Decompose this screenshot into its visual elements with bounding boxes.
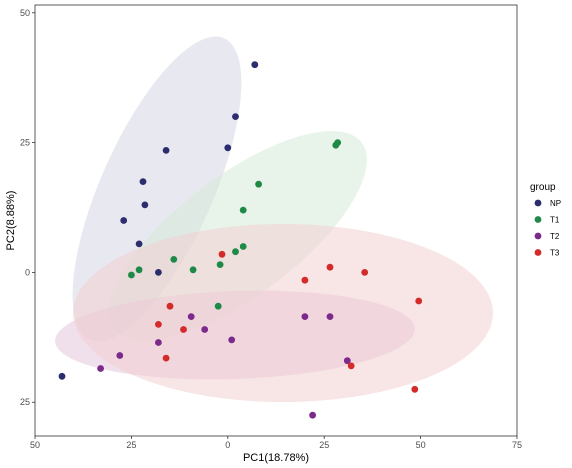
- point-t3-7: [155, 321, 162, 328]
- point-t2-7: [116, 352, 124, 359]
- y-axis: 25 0 25 50: [20, 8, 35, 407]
- point-t3-2: [326, 263, 334, 271]
- point-t1-10: [135, 266, 143, 274]
- point-t1-8: [189, 266, 197, 274]
- legend-key-t2: [534, 232, 542, 240]
- point-t3-5: [415, 297, 423, 305]
- x-tick-label: 25: [319, 440, 329, 450]
- point-t2-1: [301, 313, 309, 320]
- legend-label-t2: T2: [550, 232, 560, 241]
- y-tick-label: 0: [25, 267, 30, 277]
- legend-key-t3: [534, 249, 542, 256]
- point-t3-9: [162, 354, 170, 362]
- legend-title: group: [530, 182, 556, 193]
- legend-label-t3: T3: [550, 249, 560, 258]
- point-np-8: [135, 240, 143, 248]
- legend-label-t1: T1: [550, 216, 560, 225]
- point-np-3: [224, 144, 232, 152]
- point-t2-4: [201, 326, 209, 333]
- x-tick-label: 75: [512, 440, 522, 450]
- x-tick-label: 50: [30, 440, 40, 450]
- point-t3-8: [180, 326, 187, 333]
- point-t2-5: [228, 336, 236, 344]
- point-t1-4: [239, 206, 247, 214]
- point-t1-5: [239, 243, 247, 250]
- x-tick-label: 0: [225, 440, 230, 450]
- legend-items: NP T1 T2 T3: [534, 199, 561, 258]
- y-tick-label: 50: [20, 8, 30, 18]
- legend-key-t1: [534, 216, 542, 223]
- y-tick-label: 25: [20, 397, 30, 407]
- point-t1-9: [170, 256, 178, 263]
- x-tick-label: 25: [126, 440, 136, 450]
- point-np-10: [58, 372, 66, 380]
- point-np-2: [232, 113, 239, 120]
- point-t3-3: [361, 269, 369, 276]
- point-t3-4: [301, 276, 309, 284]
- point-t3-10: [347, 362, 355, 370]
- point-t3-6: [166, 302, 174, 310]
- panel-border: [34, 4, 518, 437]
- point-np-7: [120, 217, 128, 224]
- point-t2-3: [187, 313, 195, 320]
- point-t1-2: [332, 141, 340, 149]
- y-tick-label: 25: [20, 138, 30, 148]
- ellipse-t3: [73, 224, 493, 402]
- point-t1-12: [214, 302, 222, 310]
- point-t1-11: [127, 271, 135, 279]
- legend-key-np: [534, 199, 542, 207]
- point-t2-8: [97, 365, 104, 372]
- data-points: [58, 61, 423, 419]
- plot-panel: [34, 4, 518, 437]
- x-tick-label: 50: [416, 440, 426, 450]
- point-t3-1: [218, 250, 226, 258]
- point-t1-3: [255, 180, 262, 188]
- x-axis: 50 25 0 25 50 75: [30, 436, 522, 450]
- legend: group NP T1 T2 T3: [530, 182, 561, 258]
- point-np-6: [141, 201, 149, 209]
- point-t3-11: [411, 385, 419, 393]
- point-t1-6: [232, 248, 239, 256]
- legend-label-np: NP: [550, 199, 561, 208]
- y-axis-title: PC2(8.88%): [5, 191, 17, 251]
- point-np-9: [155, 269, 162, 276]
- point-t1-7: [216, 261, 224, 268]
- confidence-ellipses: [55, 36, 493, 402]
- point-t2-9: [343, 357, 351, 365]
- point-t2-10: [309, 411, 316, 419]
- point-np-5: [139, 178, 147, 186]
- x-axis-title: PC1(18.78%): [243, 452, 309, 464]
- point-np-1: [251, 61, 259, 69]
- point-np-4: [162, 147, 170, 154]
- point-t2-2: [326, 313, 334, 320]
- point-t2-6: [155, 339, 162, 346]
